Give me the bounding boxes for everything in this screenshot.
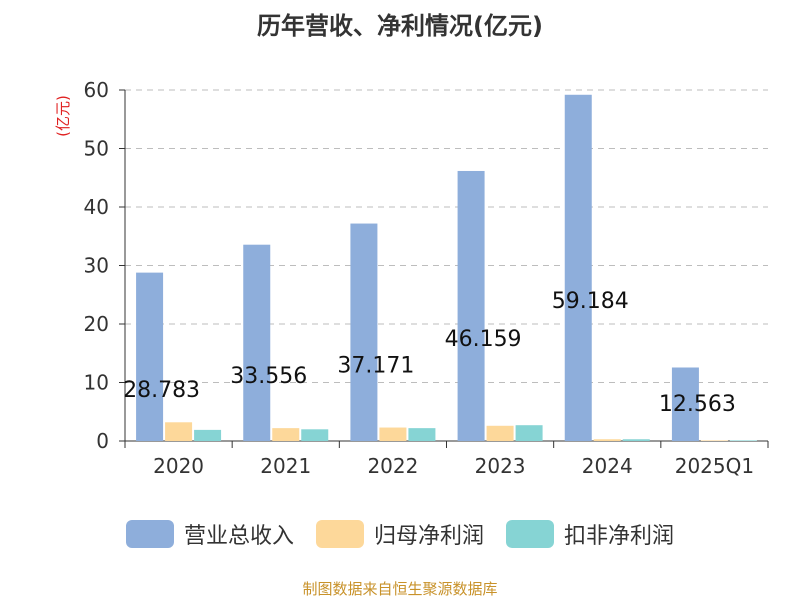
y-tick-label: 0 bbox=[96, 429, 109, 453]
y-axis-label: (亿元) bbox=[54, 95, 72, 137]
legend-item-deducted-profit[interactable]: 扣非净利润 bbox=[506, 518, 674, 550]
bar-2 bbox=[729, 440, 757, 441]
x-tick-label: 2025Q1 bbox=[675, 454, 754, 478]
legend-label-net-profit: 归母净利润 bbox=[373, 524, 484, 549]
x-tick-label: 2021 bbox=[260, 454, 311, 478]
legend-swatch-deducted-profit bbox=[506, 520, 554, 548]
chart-title: 历年营收、净利情况(亿元) bbox=[257, 12, 543, 40]
source-note: 制图数据来自恒生聚源数据库 bbox=[302, 580, 498, 598]
bar-2 bbox=[622, 439, 650, 441]
bar-2 bbox=[408, 428, 436, 441]
data-label: 28.783 bbox=[123, 378, 200, 403]
bar-1 bbox=[593, 439, 621, 441]
y-tick-label: 60 bbox=[84, 78, 109, 102]
bar-1 bbox=[486, 425, 514, 441]
bar-0 bbox=[136, 272, 164, 441]
legend: 营业总收入 归母净利润 扣非净利润 bbox=[0, 518, 800, 550]
data-label: 12.563 bbox=[659, 392, 736, 417]
legend-label-deducted-profit: 扣非净利润 bbox=[564, 524, 675, 549]
x-tick-label: 2020 bbox=[153, 454, 204, 478]
bar-2 bbox=[194, 429, 222, 441]
legend-swatch-revenue bbox=[125, 520, 174, 548]
x-tick-label: 2022 bbox=[367, 454, 418, 478]
bar-1 bbox=[379, 427, 407, 441]
data-label: 59.184 bbox=[552, 289, 629, 314]
bar-1 bbox=[165, 422, 193, 441]
bar-2 bbox=[301, 429, 329, 441]
y-tick-label: 20 bbox=[84, 312, 109, 336]
legend-swatch-net-profit bbox=[315, 520, 364, 548]
legend-item-revenue[interactable]: 营业总收入 bbox=[125, 518, 294, 550]
bar-0 bbox=[350, 223, 378, 441]
bar-2 bbox=[515, 425, 543, 441]
legend-item-net-profit[interactable]: 归母净利润 bbox=[315, 518, 484, 550]
bar-1 bbox=[272, 428, 300, 441]
x-tick-label: 2024 bbox=[582, 454, 633, 478]
bar-0 bbox=[564, 94, 592, 442]
bar-0 bbox=[671, 367, 699, 441]
data-label: 46.159 bbox=[445, 327, 522, 352]
x-tick-label: 2023 bbox=[475, 454, 526, 478]
y-tick-label: 40 bbox=[84, 195, 109, 219]
data-label: 37.171 bbox=[337, 353, 414, 378]
y-tick-label: 10 bbox=[84, 371, 109, 395]
bar-0 bbox=[457, 170, 485, 441]
data-label: 33.556 bbox=[230, 364, 307, 389]
bar-1 bbox=[700, 440, 728, 441]
y-tick-label: 50 bbox=[84, 137, 109, 161]
y-tick-label: 30 bbox=[84, 254, 109, 278]
legend-label-revenue: 营业总收入 bbox=[183, 524, 294, 549]
bar-0 bbox=[243, 244, 271, 441]
